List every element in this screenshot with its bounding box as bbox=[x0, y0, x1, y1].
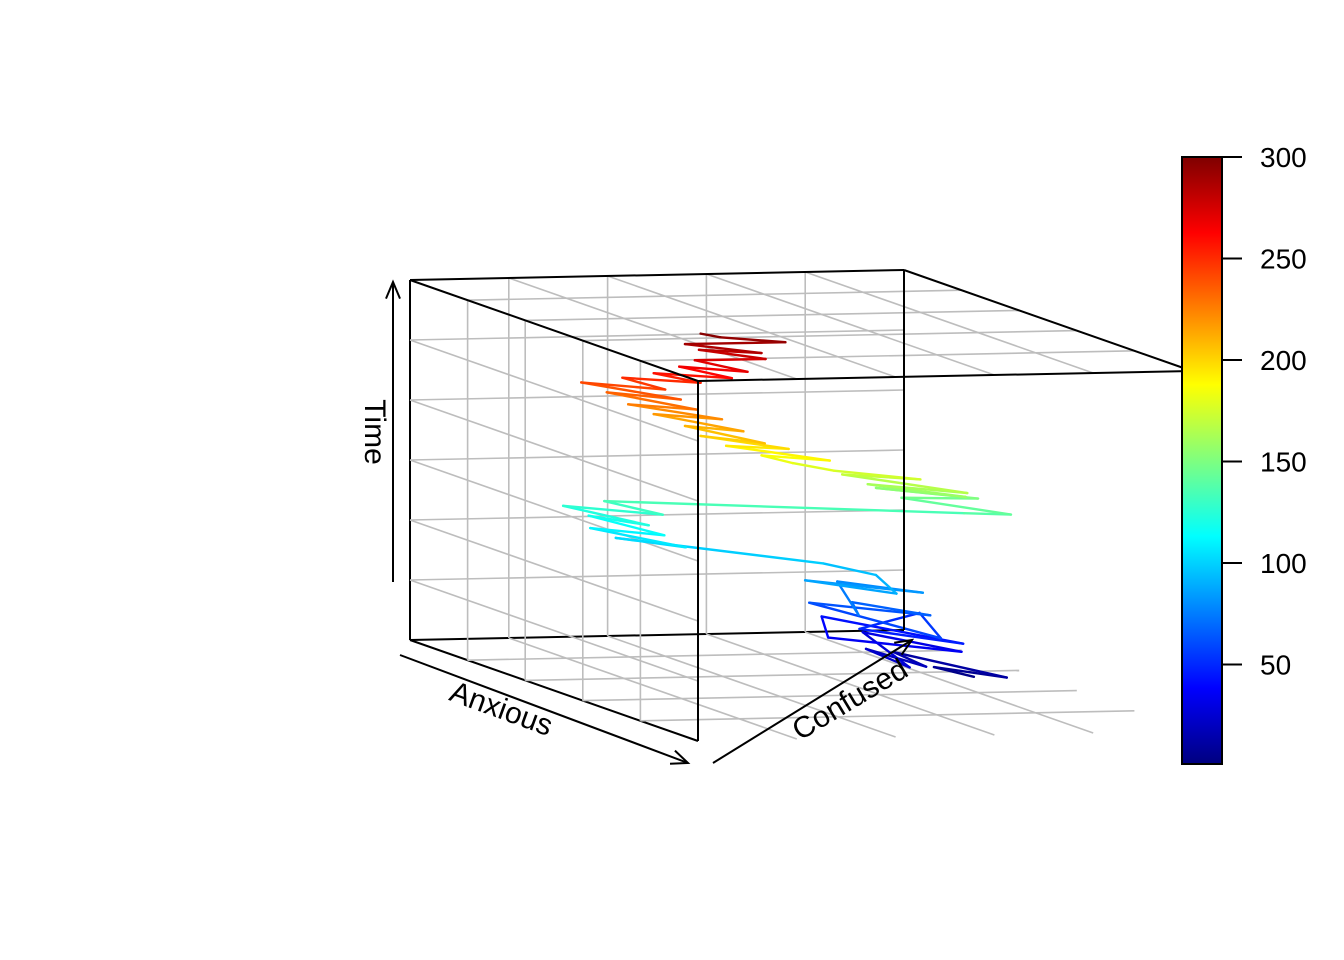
colorbar-tick-label: 50 bbox=[1260, 650, 1291, 681]
y-axis-arrow-head bbox=[894, 638, 915, 656]
trajectory-segment bbox=[626, 403, 698, 411]
colorbar-tick-label: 250 bbox=[1260, 244, 1307, 275]
wall-grid-line bbox=[409, 449, 905, 461]
floor-grid-line bbox=[525, 669, 1020, 682]
floor-grid-line bbox=[804, 631, 1094, 734]
trajectory-segment bbox=[589, 526, 666, 537]
top-grid-line bbox=[508, 277, 798, 380]
box-edge bbox=[409, 279, 699, 382]
axes-arrows bbox=[385, 279, 915, 765]
trajectory-segment bbox=[892, 651, 1008, 679]
wall-grid-line bbox=[409, 569, 905, 581]
trajectory-segment bbox=[900, 496, 1013, 516]
colorbar-tick-label: 200 bbox=[1260, 345, 1307, 376]
colorbar-tick-label: 150 bbox=[1260, 447, 1307, 478]
trajectory-segment bbox=[621, 376, 667, 391]
wall-grid-line bbox=[409, 339, 699, 442]
trajectory-segment bbox=[832, 469, 922, 481]
trajectory-segment bbox=[561, 504, 650, 527]
trajectory-segment bbox=[699, 332, 722, 339]
wall-grid-line bbox=[409, 459, 699, 562]
trajectory-segment bbox=[587, 514, 666, 537]
z-axis-arrow-head bbox=[385, 279, 401, 299]
trajectory-segment bbox=[820, 615, 830, 639]
x-axis-arrow-head bbox=[669, 749, 691, 765]
box-edge bbox=[697, 370, 1193, 382]
top-grid-line bbox=[467, 289, 962, 301]
trajectory-series bbox=[561, 332, 1013, 679]
trajectory-segment bbox=[561, 504, 664, 516]
box-edge bbox=[409, 639, 699, 742]
colorbar-tick-label: 300 bbox=[1260, 142, 1307, 173]
top-grid-line bbox=[804, 271, 1094, 374]
colorbar-ticks: 50 100 150 200 250 300 bbox=[1222, 142, 1307, 681]
wall-grid-line bbox=[409, 519, 699, 622]
trajectory-segment bbox=[678, 365, 749, 374]
trajectory-segment bbox=[589, 526, 687, 549]
trajectory-segment bbox=[861, 631, 963, 653]
trajectory-segment bbox=[605, 391, 698, 411]
colorbar-gradient bbox=[1181, 156, 1223, 765]
plot-box-front bbox=[409, 269, 1193, 741]
trajectory-segment bbox=[808, 601, 932, 617]
wall-grid-line bbox=[409, 329, 905, 341]
trajectory-segment bbox=[861, 631, 911, 669]
trajectory-segment bbox=[850, 600, 932, 617]
trajectory-segment bbox=[864, 647, 911, 669]
trajectory-segment bbox=[822, 562, 878, 577]
floor-grid-line bbox=[607, 635, 896, 738]
z-axis-label: Time bbox=[358, 399, 391, 465]
y-axis-arrow bbox=[712, 639, 913, 764]
trajectory-segment bbox=[918, 611, 943, 640]
trajectory-segment bbox=[621, 376, 702, 384]
trajectory-segment bbox=[791, 461, 836, 472]
trajectory-segment bbox=[693, 357, 767, 362]
trajectory-segment bbox=[858, 611, 921, 631]
box-edge bbox=[409, 269, 905, 281]
box-edge bbox=[903, 269, 1193, 372]
trajectory-segment bbox=[826, 636, 963, 653]
colorbar-tick-label: 100 bbox=[1260, 548, 1307, 579]
top-grid-line bbox=[525, 309, 1020, 322]
grid-lines bbox=[409, 271, 1135, 740]
top-grid-line bbox=[706, 273, 995, 376]
x-axis-arrow bbox=[399, 654, 689, 764]
floor-grid-line bbox=[508, 637, 798, 740]
floor-grid-line bbox=[640, 710, 1135, 722]
box-edge bbox=[409, 629, 905, 641]
trajectory-segment bbox=[580, 381, 683, 401]
trajectory-segment bbox=[580, 381, 667, 391]
top-grid-line bbox=[582, 329, 1077, 342]
trajectory-segment bbox=[693, 359, 749, 374]
trajectory-segment bbox=[652, 371, 734, 380]
trajectory-segment bbox=[719, 336, 787, 344]
trajectory-segment bbox=[626, 403, 724, 421]
trajectory-segment bbox=[678, 365, 734, 380]
wall-grid-line bbox=[409, 579, 699, 682]
trajectory-segment bbox=[858, 627, 965, 645]
floor-grid-line bbox=[706, 633, 995, 736]
trajectory-segment bbox=[836, 580, 860, 617]
trajectory-segment bbox=[603, 499, 664, 516]
top-grid-line bbox=[607, 275, 896, 378]
trajectory-segment bbox=[808, 601, 943, 640]
colorbar-legend: 50 100 150 200 250 300 bbox=[1181, 142, 1307, 765]
floor-grid-line bbox=[582, 689, 1077, 702]
trajectory-segment bbox=[683, 342, 763, 355]
wall-grid-line bbox=[409, 399, 699, 502]
trajectory-segment bbox=[803, 579, 898, 595]
trajectory-segment bbox=[724, 444, 832, 462]
trajectory-segment bbox=[683, 341, 787, 346]
trajectory-segment bbox=[603, 499, 966, 515]
trajectory-segment bbox=[874, 573, 898, 595]
plot-box-back bbox=[409, 280, 905, 742]
